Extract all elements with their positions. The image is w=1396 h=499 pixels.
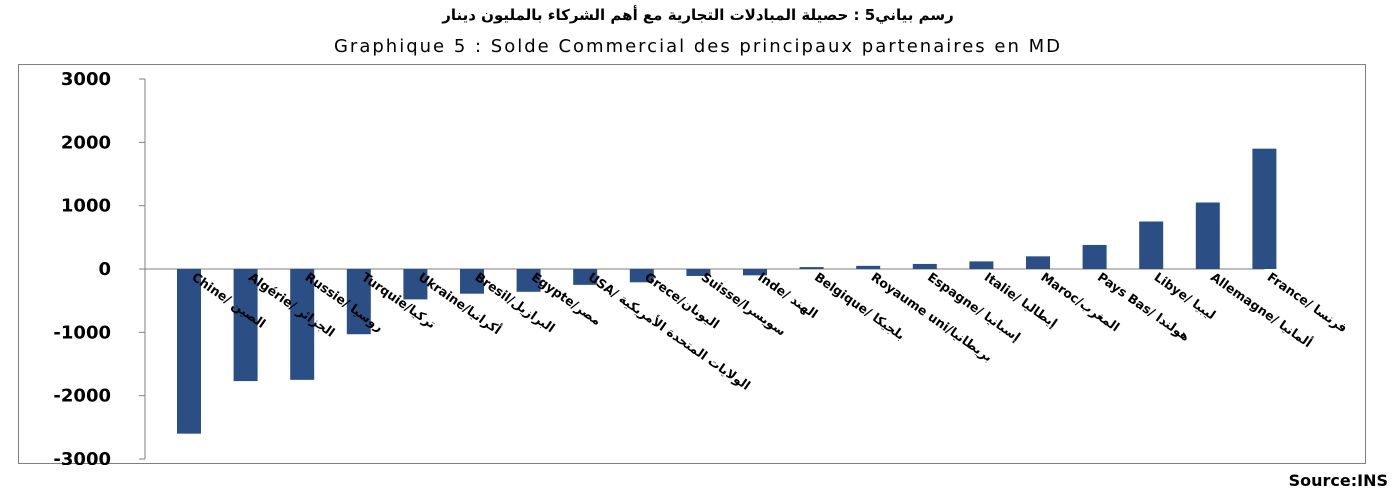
bar xyxy=(1082,244,1107,269)
bar xyxy=(629,269,654,283)
x-tick-label: Pays Bas/ هولندا xyxy=(1095,269,1193,344)
y-tick-label: 1000 xyxy=(61,196,111,217)
source-note: Source:INS xyxy=(1288,471,1388,490)
bar xyxy=(799,267,824,269)
bar xyxy=(969,261,994,269)
chart-title-french: Graphique 5 : Solde Commercial des princ… xyxy=(333,36,1062,57)
bar xyxy=(743,269,767,276)
y-tick-label: 3000 xyxy=(61,69,111,90)
x-tick-label: Allemagne/ ألمانيا xyxy=(1208,268,1315,350)
bar xyxy=(403,269,428,300)
y-tick-label: -2000 xyxy=(53,386,111,407)
bar xyxy=(573,269,598,285)
y-tick-label: 2000 xyxy=(61,132,111,153)
bar xyxy=(1195,202,1220,269)
bar xyxy=(912,263,937,269)
bar xyxy=(177,269,201,434)
bar xyxy=(1026,256,1050,269)
bar xyxy=(686,269,711,276)
chart-title-arabic: رسم بياني5 : حصيلة المبادلات التجارية مع… xyxy=(442,6,954,24)
bar xyxy=(516,269,541,292)
y-tick-label: -1000 xyxy=(53,322,111,343)
bar xyxy=(346,269,371,335)
bar xyxy=(233,269,258,382)
y-tick-label: -3000 xyxy=(53,449,111,465)
bar xyxy=(460,269,484,294)
x-tick-label: Espagne/ إسبانيا xyxy=(925,269,1023,344)
bar xyxy=(290,269,315,380)
y-tick-label: 0 xyxy=(98,259,111,280)
chart-frame: 3000 2000 1000 0 -1000 -2000 -3000 Chine/ الصي… xyxy=(18,64,1366,465)
bar xyxy=(856,265,881,269)
bar xyxy=(1252,148,1277,269)
bar xyxy=(1139,221,1164,269)
